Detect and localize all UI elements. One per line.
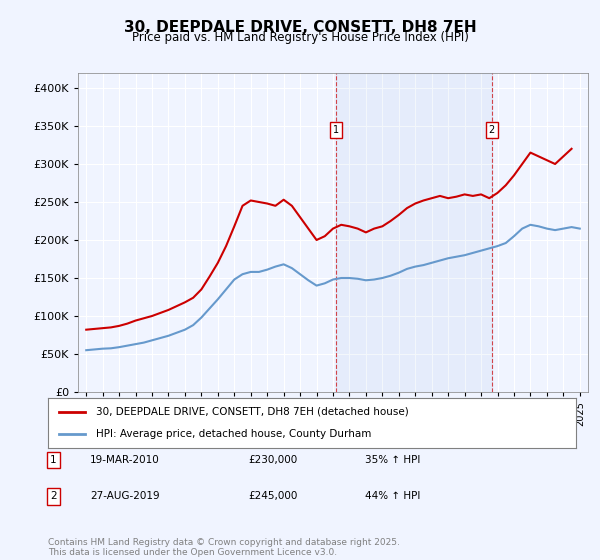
- Text: £230,000: £230,000: [248, 455, 298, 465]
- Text: 19-MAR-2010: 19-MAR-2010: [90, 455, 160, 465]
- Text: 2: 2: [488, 125, 495, 136]
- Text: 35% ↑ HPI: 35% ↑ HPI: [365, 455, 420, 465]
- Text: Price paid vs. HM Land Registry's House Price Index (HPI): Price paid vs. HM Land Registry's House …: [131, 31, 469, 44]
- Text: Contains HM Land Registry data © Crown copyright and database right 2025.
This d: Contains HM Land Registry data © Crown c…: [48, 538, 400, 557]
- Text: HPI: Average price, detached house, County Durham: HPI: Average price, detached house, Coun…: [95, 429, 371, 439]
- Text: 30, DEEPDALE DRIVE, CONSETT, DH8 7EH: 30, DEEPDALE DRIVE, CONSETT, DH8 7EH: [124, 20, 476, 35]
- Text: 2: 2: [50, 491, 56, 501]
- Text: £245,000: £245,000: [248, 491, 298, 501]
- Text: 44% ↑ HPI: 44% ↑ HPI: [365, 491, 420, 501]
- Text: 27-AUG-2019: 27-AUG-2019: [90, 491, 160, 501]
- Text: 1: 1: [50, 455, 56, 465]
- Text: 30, DEEPDALE DRIVE, CONSETT, DH8 7EH (detached house): 30, DEEPDALE DRIVE, CONSETT, DH8 7EH (de…: [95, 407, 408, 417]
- Text: 1: 1: [333, 125, 340, 136]
- Bar: [336, 73, 492, 392]
